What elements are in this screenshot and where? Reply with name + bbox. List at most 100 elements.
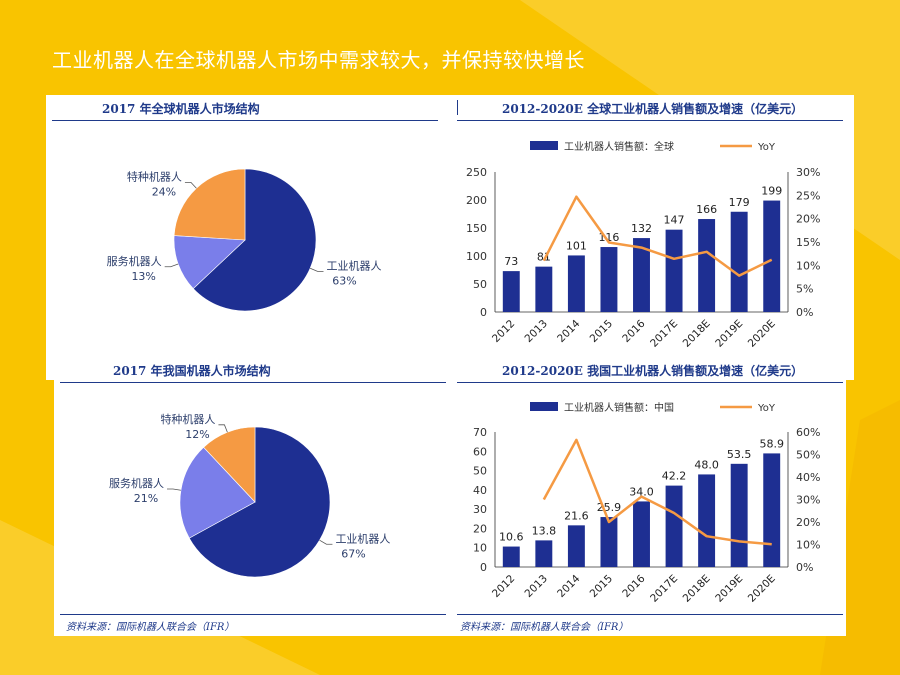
pie-slice — [188, 426, 331, 578]
bar-global-title: 2012-2020E 全球工业机器人销售额及增速（亿美元） — [502, 102, 804, 116]
bar — [763, 200, 781, 312]
legend-bar-swatch — [530, 402, 558, 411]
pie-slice-name: 特种机器人 — [127, 169, 182, 183]
bar-value-label: 13.8 — [532, 524, 557, 537]
pie-leader-line — [218, 424, 228, 433]
bar — [665, 229, 683, 312]
pie-slice-percent: 63% — [332, 274, 356, 287]
x-axis-tick-label: 2018E — [681, 318, 713, 350]
y2-axis-tick-label: 60% — [796, 426, 820, 439]
pie-chart-global: 工业机器人 63% 服务机器人 13% 特种机器人 24% — [107, 168, 382, 312]
bar-value-label: 101 — [566, 239, 587, 252]
bar-value-label: 53.5 — [727, 448, 752, 461]
legend-bar-label: 工业机器人销售额：中国 — [564, 401, 674, 414]
pie-slice-percent: 21% — [134, 492, 158, 505]
bar-value-label: 199 — [761, 185, 782, 198]
y2-axis-tick-label: 20% — [796, 516, 820, 529]
y2-axis-tick-label: 0% — [796, 306, 813, 319]
bar — [730, 211, 748, 312]
y2-axis-tick-label: 40% — [796, 471, 820, 484]
bar-value-label: 10.6 — [499, 531, 524, 544]
y-axis-tick-label: 100 — [466, 250, 487, 263]
pie-slice — [173, 235, 246, 290]
bar-value-label: 42.2 — [662, 470, 687, 483]
pie-slice — [173, 168, 246, 241]
legend-line-label: YoY — [757, 142, 776, 153]
bar-china-rule — [457, 382, 843, 383]
legend-line-label: YoY — [757, 403, 776, 414]
bar-value-label: 48.0 — [694, 458, 719, 471]
bar-chart-global: 工业机器人销售额：全球 YoY 0 50 100 150 200 250 0% 5% 10% 15% 2… — [466, 140, 820, 350]
y-axis-tick-label: 250 — [466, 166, 487, 179]
y2-axis-tick-label: 10% — [796, 539, 820, 552]
bar — [665, 485, 683, 567]
pie-slice — [203, 426, 256, 503]
pie-leader-line — [167, 488, 181, 491]
bar-value-label: 73 — [504, 255, 518, 268]
y2-axis-tick-label: 30% — [796, 166, 820, 179]
y-axis-tick-label: 60 — [473, 445, 487, 458]
x-axis-tick-label: 2019E — [713, 573, 745, 605]
legend-bar-label: 工业机器人销售额：全球 — [564, 140, 674, 153]
header-divider — [457, 100, 458, 115]
page-title: 工业机器人在全球机器人市场中需求较大，并保持较快增长 — [52, 48, 585, 72]
pie-leader-line — [319, 539, 333, 545]
source-rule-right — [457, 614, 843, 615]
y2-axis-tick-label: 30% — [796, 494, 820, 507]
x-axis-tick-label: 2014 — [555, 572, 583, 600]
pie-global-title: 2017 年全球机器人市场结构 — [102, 102, 260, 116]
y2-axis-tick-label: 20% — [796, 213, 820, 226]
pie-global-rule — [52, 120, 438, 121]
y2-axis-tick-label: 50% — [796, 449, 820, 462]
bar — [600, 517, 618, 567]
bar — [633, 238, 650, 312]
x-axis-tick-label: 2015 — [588, 573, 615, 600]
bar — [730, 463, 748, 567]
bar-value-label: 179 — [729, 196, 750, 209]
bar-chart-china: 工业机器人销售额：中国 YoY 0 10 20 30 40 50 60 70 0% 10% 20% 30%… — [473, 401, 820, 605]
bar — [633, 501, 650, 567]
y-axis-tick-label: 150 — [466, 222, 487, 235]
x-axis-tick-label: 2018E — [681, 573, 713, 605]
y2-axis-tick-label: 25% — [796, 189, 820, 202]
y-axis-tick-label: 0 — [480, 561, 487, 574]
y-axis-tick-label: 30 — [473, 503, 487, 516]
source-note-right: 资料来源：国际机器人联合会（IFR） — [460, 622, 629, 633]
bar — [600, 247, 618, 312]
source-rule-left — [60, 614, 446, 615]
bar-global-rule — [457, 120, 843, 121]
x-axis-tick-label: 2014 — [555, 317, 583, 345]
pie-slice-name: 服务机器人 — [109, 476, 164, 490]
x-axis-tick-label: 2016 — [620, 317, 648, 345]
pie-leader-line — [184, 182, 197, 189]
x-axis-tick-label: 2013 — [523, 318, 550, 345]
pie-china-rule — [60, 382, 446, 383]
y-axis-tick-label: 200 — [466, 194, 487, 207]
y2-axis-tick-label: 15% — [796, 236, 820, 249]
y-axis-tick-label: 50 — [473, 278, 487, 291]
pie-slice-name: 工业机器人 — [327, 258, 382, 272]
bar-value-label: 34.0 — [629, 485, 654, 498]
pie-slice-percent: 12% — [185, 428, 209, 441]
bar-value-label: 21.6 — [564, 509, 589, 522]
y-axis-tick-label: 70 — [473, 426, 487, 439]
y2-axis-tick-label: 0% — [796, 561, 813, 574]
pie-chart-china: 工业机器人 67% 服务机器人 21% 特种机器人 12% — [109, 412, 390, 578]
yoy-line — [542, 195, 773, 277]
x-axis-tick-label: 2012 — [490, 318, 517, 345]
y2-axis-tick-label: 5% — [796, 283, 813, 296]
x-axis-tick-label: 2013 — [523, 573, 550, 600]
y-axis-tick-label: 10 — [473, 542, 487, 555]
pie-slice-name: 服务机器人 — [107, 254, 162, 268]
pie-slice-name: 特种机器人 — [160, 412, 215, 426]
bar — [763, 453, 781, 567]
bar — [567, 525, 585, 567]
pie-leader-line — [310, 267, 324, 272]
pie-china-title: 2017 年我国机器人市场结构 — [113, 364, 271, 378]
bar — [567, 255, 585, 312]
x-axis-tick-label: 2016 — [620, 572, 648, 600]
y-axis-tick-label: 0 — [480, 306, 487, 319]
bar — [502, 271, 520, 312]
x-axis-tick-label: 2020E — [746, 573, 778, 605]
yoy-line — [542, 438, 772, 546]
